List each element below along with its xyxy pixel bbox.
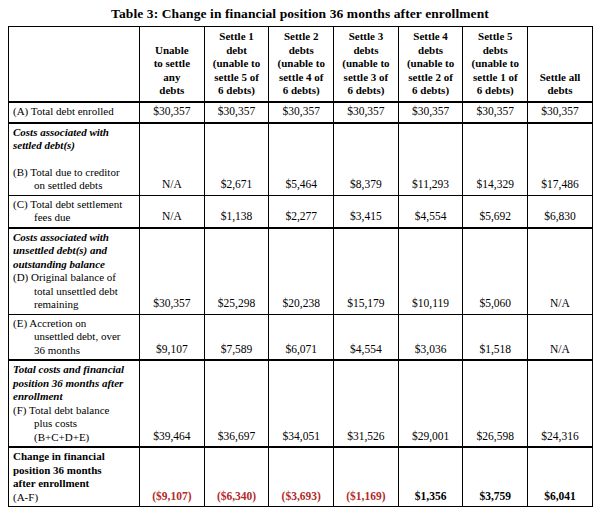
row-label-settlement-fees: (C) Total debt settlement fees due bbox=[9, 195, 140, 228]
value-cell: $6,071 bbox=[269, 314, 334, 360]
value-cell: N/A bbox=[528, 314, 593, 360]
value-cell: $2,277 bbox=[269, 195, 334, 228]
value-cell: $30,357 bbox=[528, 102, 593, 123]
value-cell: $6,041 bbox=[528, 447, 593, 507]
value-cell: $5,692 bbox=[463, 195, 528, 228]
value-cell: $31,526 bbox=[334, 360, 399, 447]
value-cell: $1,356 bbox=[398, 447, 463, 507]
row-label-original-unsettled-balance: Costs associated with unsettled debt(s) … bbox=[9, 228, 140, 315]
value-cell: $36,697 bbox=[204, 360, 269, 447]
row-accretion: (E) Accretion on unsettled debt, over 36… bbox=[9, 314, 593, 360]
value-cell: $1,138 bbox=[204, 195, 269, 228]
value-cell: $30,357 bbox=[269, 102, 334, 123]
value-cell: $25,298 bbox=[204, 228, 269, 315]
value-cell: $17,486 bbox=[528, 123, 593, 196]
value-cell: $7,589 bbox=[204, 314, 269, 360]
row-label-total-debt-enrolled: (A) Total debt enrolled bbox=[9, 102, 140, 123]
value-cell: N/A bbox=[528, 228, 593, 315]
value-cell: $29,001 bbox=[398, 360, 463, 447]
row-label-accretion: (E) Accretion on unsettled debt, over 36… bbox=[9, 314, 140, 360]
value-cell: $14,329 bbox=[463, 123, 528, 196]
value-cell: $30,357 bbox=[140, 102, 205, 123]
value-cell: $26,598 bbox=[463, 360, 528, 447]
value-cell: $30,357 bbox=[204, 102, 269, 123]
row-label-due-to-creditor: Costs associated with settled debt(s) (B… bbox=[9, 123, 140, 196]
value-cell: $5,464 bbox=[269, 123, 334, 196]
value-cell: $30,357 bbox=[140, 228, 205, 315]
value-cell: $8,379 bbox=[334, 123, 399, 196]
value-cell: ($6,340) bbox=[204, 447, 269, 507]
col-header-settle-2: Settle 2 debts (unable to settle 4 of 6 … bbox=[269, 27, 334, 102]
row-total-debt-enrolled: (A) Total debt enrolled $30,357 $30,357 … bbox=[9, 102, 593, 123]
row-label-total-debt-plus-costs: Total costs and financial position 36 mo… bbox=[9, 360, 140, 447]
section-change-in-position: Change in financial position 36 months a… bbox=[13, 450, 137, 491]
value-cell: $30,357 bbox=[463, 102, 528, 123]
col-header-settle-1: Settle 1 debt (unable to settle 5 of 6 d… bbox=[204, 27, 269, 102]
value-cell: ($9,107) bbox=[140, 447, 205, 507]
value-cell: $10,119 bbox=[398, 228, 463, 315]
value-cell: $30,357 bbox=[334, 102, 399, 123]
value-cell: $1,518 bbox=[463, 314, 528, 360]
col-header-settle-4: Settle 4 debts (unable to settle 2 of 6 … bbox=[398, 27, 463, 102]
value-cell: N/A bbox=[140, 195, 205, 228]
section-total-costs: Total costs and financial position 36 mo… bbox=[13, 363, 137, 404]
value-cell: $3,415 bbox=[334, 195, 399, 228]
value-cell: ($3,693) bbox=[269, 447, 334, 507]
value-cell: $6,830 bbox=[528, 195, 593, 228]
page: Table 3: Change in financial position 36… bbox=[0, 0, 600, 507]
value-cell: $24,316 bbox=[528, 360, 593, 447]
row-label-change-in-position: Change in financial position 36 months a… bbox=[9, 447, 140, 507]
value-cell: $9,107 bbox=[140, 314, 205, 360]
section-costs-unsettled: Costs associated with unsettled debt(s) … bbox=[13, 231, 137, 272]
col-header-settle-5: Settle 5 debts (unable to settle 1 of 6 … bbox=[463, 27, 528, 102]
row-total-debt-plus-costs: Total costs and financial position 36 mo… bbox=[9, 360, 593, 447]
col-header-settle-all: Settle all debts bbox=[528, 27, 593, 102]
value-cell: $11,293 bbox=[398, 123, 463, 196]
section-costs-settled: Costs associated with settled debt(s) bbox=[13, 126, 137, 153]
row-change-in-position: Change in financial position 36 months a… bbox=[9, 447, 593, 507]
col-header-settle-3: Settle 3 debts (unable to settle 3 of 6 … bbox=[334, 27, 399, 102]
value-cell: $3,036 bbox=[398, 314, 463, 360]
financial-position-table: Unable to settle any debts Settle 1 debt… bbox=[8, 26, 593, 507]
value-cell: $4,554 bbox=[398, 195, 463, 228]
header-empty-cell bbox=[9, 27, 140, 102]
header-row: Unable to settle any debts Settle 1 debt… bbox=[9, 27, 593, 102]
value-cell: $15,179 bbox=[334, 228, 399, 315]
col-header-unable-to-settle: Unable to settle any debts bbox=[140, 27, 205, 102]
value-cell: $30,357 bbox=[398, 102, 463, 123]
value-cell: $39,464 bbox=[140, 360, 205, 447]
value-cell: $4,554 bbox=[334, 314, 399, 360]
value-cell: N/A bbox=[140, 123, 205, 196]
table-title: Table 3: Change in financial position 36… bbox=[8, 6, 592, 22]
value-cell: $2,671 bbox=[204, 123, 269, 196]
row-settlement-fees: (C) Total debt settlement fees due N/A $… bbox=[9, 195, 593, 228]
value-cell: $34,051 bbox=[269, 360, 334, 447]
row-due-to-creditor: Costs associated with settled debt(s) (B… bbox=[9, 123, 593, 196]
value-cell: ($1,169) bbox=[334, 447, 399, 507]
value-cell: $3,759 bbox=[463, 447, 528, 507]
value-cell: $5,060 bbox=[463, 228, 528, 315]
row-original-unsettled-balance: Costs associated with unsettled debt(s) … bbox=[9, 228, 593, 315]
value-cell: $20,238 bbox=[269, 228, 334, 315]
